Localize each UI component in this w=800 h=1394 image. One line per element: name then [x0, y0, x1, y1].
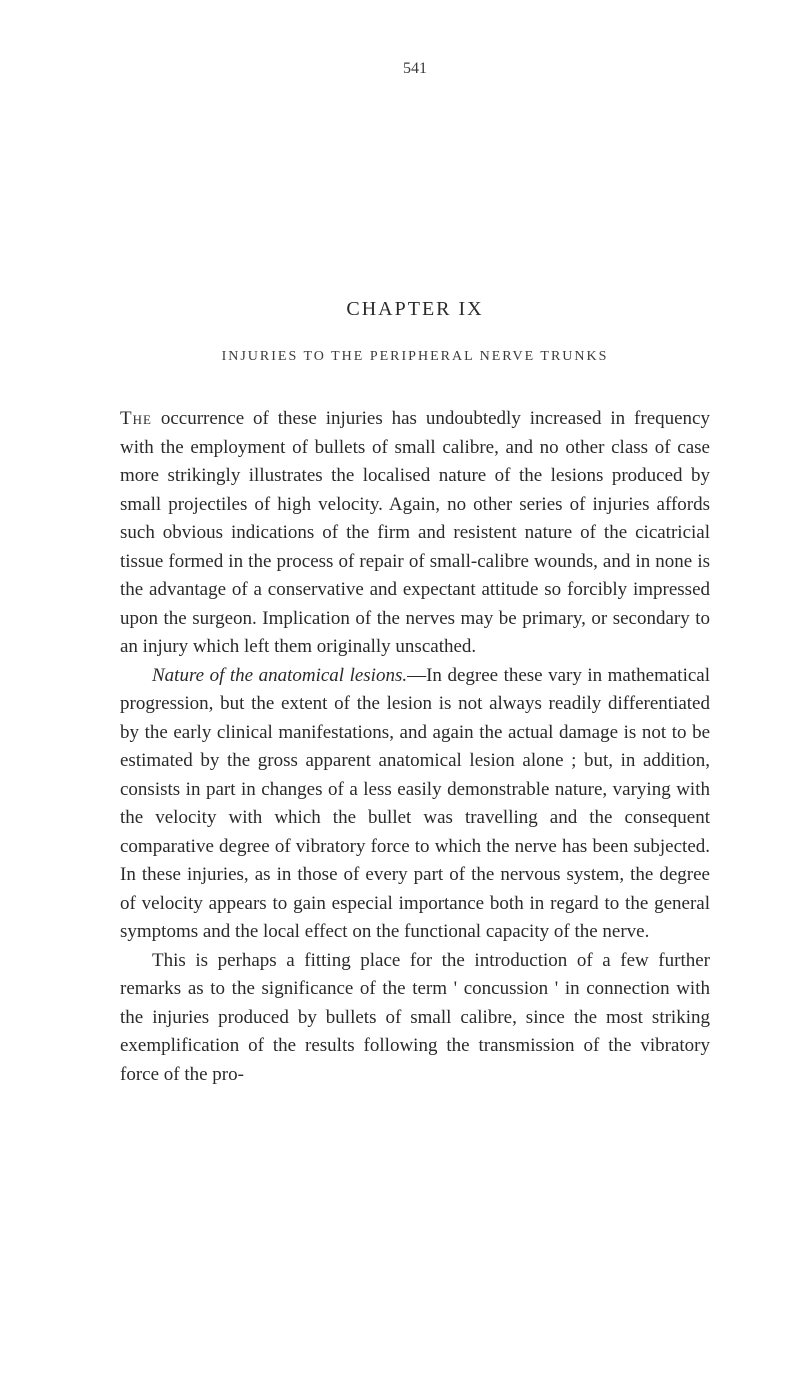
chapter-subtitle: INJURIES TO THE PERIPHERAL NERVE TRUNKS [120, 349, 710, 365]
body-paragraph-2: Nature of the anatomical lesions.—In deg… [120, 662, 710, 947]
body-paragraph-3: This is perhaps a fitting place for the … [120, 947, 710, 1090]
chapter-title: CHAPTER IX [120, 298, 710, 321]
para2-text: —In degree these vary in mathematical pr… [120, 665, 710, 943]
document-page: 541 CHAPTER IX INJURIES TO THE PERIPHERA… [0, 0, 800, 1149]
para2-italic: Nature of the anatomical lesions. [152, 665, 407, 686]
first-word: The [120, 408, 152, 429]
para1-text: occurrence of these injuries has undoubt… [120, 408, 710, 657]
page-number: 541 [120, 60, 710, 78]
body-paragraph-1: The occurrence of these injuries has und… [120, 405, 710, 662]
